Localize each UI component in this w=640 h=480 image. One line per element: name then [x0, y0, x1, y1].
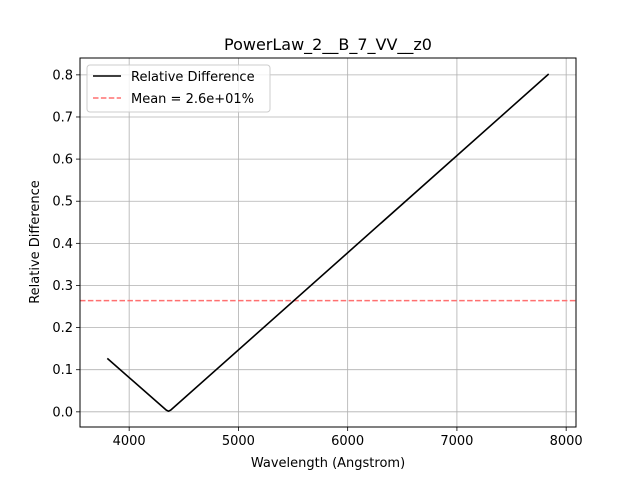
series-layer [106, 73, 550, 413]
legend-label-relative-difference: Relative Difference [131, 70, 255, 85]
x-axis-ticks: 4000 5000 6000 7000 8000 [113, 427, 583, 449]
y-axis-ticks: 0.0 0.1 0.2 0.3 0.4 0.5 0.6 0.7 0.8 [52, 68, 80, 420]
y-tick-label: 0.6 [52, 153, 73, 168]
x-tick-label: 6000 [331, 434, 364, 449]
y-tick-label: 0.2 [52, 321, 73, 336]
legend-label-mean: Mean = 2.6e+01% [131, 92, 254, 107]
y-tick-label: 0.1 [52, 363, 73, 378]
y-axis-label: Relative Difference [28, 180, 43, 304]
y-tick-label: 0.7 [52, 110, 73, 125]
y-tick-label: 0.0 [52, 405, 73, 420]
y-tick-label: 0.3 [52, 279, 73, 294]
plot-frame [79, 57, 577, 428]
x-tick-label: 5000 [222, 434, 255, 449]
legend-box [86, 64, 271, 113]
chart-title: PowerLaw_2__B_7_VV__z0 [224, 35, 432, 55]
x-tick-label: 7000 [440, 434, 473, 449]
y-tick-label: 0.5 [52, 195, 73, 210]
y-tick-label: 0.8 [52, 68, 73, 83]
x-axis-label: Wavelength (Angstrom) [251, 456, 405, 471]
x-tick-label: 8000 [550, 434, 583, 449]
grid [80, 58, 576, 427]
y-tick-label: 0.4 [52, 237, 73, 252]
series-line-relative-difference [106, 73, 550, 413]
legend: Relative Difference Mean = 2.6e+01% [86, 64, 271, 113]
x-tick-label: 4000 [113, 434, 146, 449]
